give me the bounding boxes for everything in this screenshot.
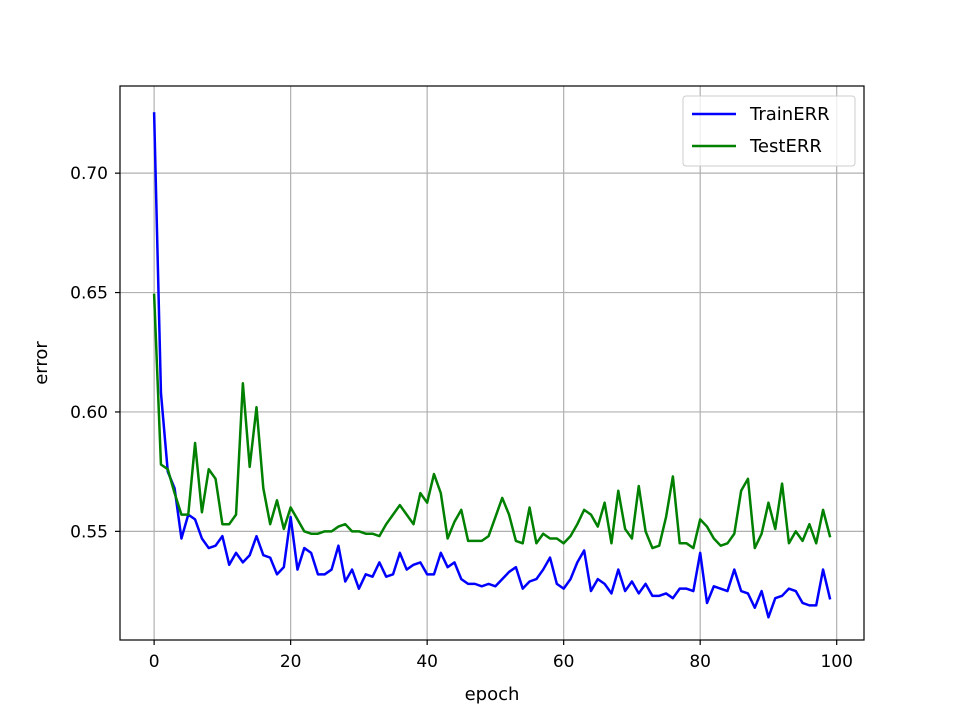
series-line-testerr — [152, 293, 832, 550]
axis-ticks: 0 20 40 60 80 100 0.55 0.60 0.65 0.70 — [70, 164, 853, 672]
plot-lines — [152, 112, 832, 619]
x-tick-label: 100 — [820, 652, 852, 672]
series-line-trainerr — [152, 112, 832, 619]
y-axis-label: error — [31, 341, 52, 385]
x-tick-label: 80 — [689, 652, 711, 672]
legend-label-test: TestERR — [749, 136, 822, 157]
y-tick-label: 0.65 — [70, 284, 108, 304]
plot-frame — [119, 85, 865, 641]
x-tick-label: 60 — [553, 652, 575, 672]
legend-label-train: TrainERR — [749, 104, 830, 125]
y-tick-label: 0.60 — [70, 403, 108, 423]
x-tick-label: 0 — [149, 652, 160, 672]
y-tick-label: 0.55 — [70, 522, 108, 542]
y-tick-label: 0.70 — [70, 164, 108, 184]
x-axis-label: epoch — [465, 684, 520, 705]
x-tick-label: 40 — [416, 652, 438, 672]
x-tick-label: 20 — [280, 652, 302, 672]
legend: TrainERR TestERR — [682, 95, 856, 167]
